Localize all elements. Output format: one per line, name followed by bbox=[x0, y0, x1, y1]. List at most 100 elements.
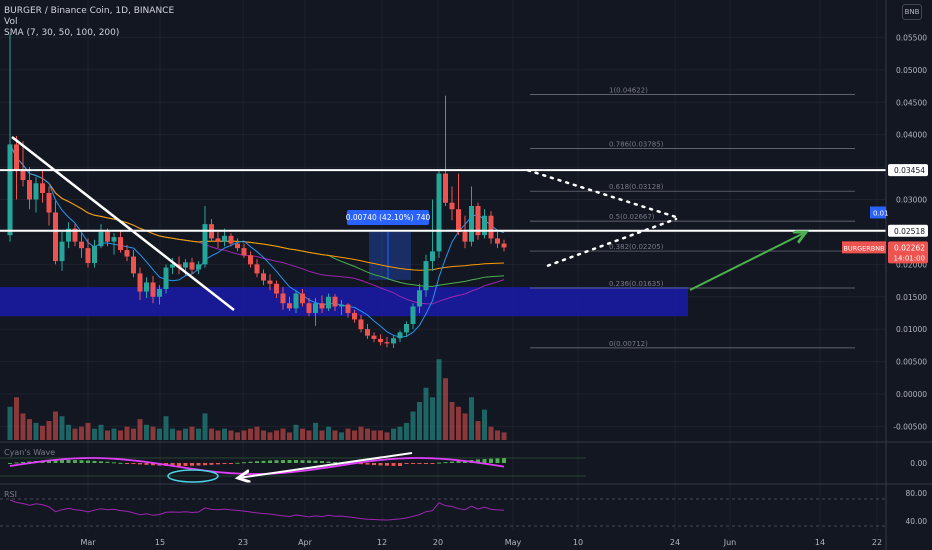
wave-bar bbox=[482, 459, 487, 463]
axes: 0.055000.050000.045000.040000.035000.030… bbox=[80, 0, 928, 550]
candle-body bbox=[118, 237, 123, 251]
wave-bar bbox=[372, 463, 376, 466]
candle-body bbox=[326, 296, 331, 309]
volume-bar bbox=[501, 432, 507, 440]
triangle-upper bbox=[526, 169, 678, 219]
wave-bar bbox=[307, 460, 311, 463]
price-tick: 0.04500 bbox=[896, 98, 927, 107]
candle-body bbox=[105, 231, 110, 242]
drawing-zones: 0.00740 (42.10%) 740 bbox=[0, 210, 688, 317]
fib-label: 0.5(0.02667) bbox=[609, 213, 655, 221]
volume-bar bbox=[183, 428, 188, 440]
indicator-panels: Cyan's Wave RSI bbox=[0, 441, 932, 527]
wave-bar bbox=[404, 463, 409, 464]
volume-bar bbox=[261, 430, 266, 440]
volume-bar bbox=[462, 413, 468, 440]
candle-body bbox=[254, 264, 260, 274]
candle-body bbox=[27, 180, 32, 200]
sma-line bbox=[9, 144, 505, 271]
candle-body bbox=[235, 243, 240, 249]
volume-bar bbox=[326, 426, 331, 440]
wave-line bbox=[9, 457, 505, 475]
volume-bar bbox=[163, 416, 169, 440]
trend-drawings bbox=[0, 136, 886, 311]
candle-body bbox=[72, 228, 78, 242]
volume-bar bbox=[300, 428, 305, 440]
wave-bar bbox=[53, 460, 58, 463]
candle-body bbox=[59, 241, 65, 262]
candle-body bbox=[170, 264, 175, 268]
candle-body bbox=[131, 256, 136, 274]
wave-bar bbox=[99, 461, 103, 463]
fibonacci-levels: 1(0.04622) 0.786(0.03785) 0.618(0.03128) 0.… bbox=[530, 86, 855, 349]
price-tick: 0.00500 bbox=[896, 358, 927, 367]
candle-body bbox=[352, 312, 357, 320]
triangle-lower bbox=[546, 217, 678, 267]
candle-body bbox=[144, 282, 149, 292]
volume-bar bbox=[267, 432, 273, 440]
volume-bar bbox=[397, 426, 403, 440]
volume-bar bbox=[209, 428, 214, 440]
wave-bar bbox=[177, 463, 181, 466]
candle-body bbox=[319, 303, 325, 309]
candle-body bbox=[488, 215, 494, 239]
volume-bar bbox=[170, 428, 175, 440]
wave-bar bbox=[190, 463, 194, 466]
candle-body bbox=[404, 323, 409, 333]
volume-bar bbox=[150, 426, 156, 440]
wave-bar bbox=[287, 460, 292, 463]
volume-bar bbox=[293, 424, 299, 440]
candle-body bbox=[462, 231, 468, 242]
fib-label: 0.236(0.01635) bbox=[609, 280, 664, 288]
candle-body bbox=[20, 170, 26, 181]
candle-body bbox=[443, 173, 448, 203]
candle-body bbox=[228, 235, 234, 244]
volume-bar bbox=[85, 422, 91, 440]
current-price-tag bbox=[888, 241, 928, 264]
level-price-label: 0.03454 bbox=[894, 166, 925, 175]
demand-zone bbox=[0, 287, 688, 317]
wave-bar bbox=[21, 461, 25, 463]
volume-bar bbox=[124, 426, 130, 440]
candle-body bbox=[449, 202, 455, 210]
candle-body bbox=[92, 246, 97, 264]
rsi-tick: 40.00 bbox=[906, 517, 928, 526]
wave-bar bbox=[281, 460, 285, 463]
volume-bar bbox=[79, 426, 84, 440]
wave-bar bbox=[320, 461, 324, 463]
price-tick: 0.03000 bbox=[896, 196, 927, 205]
wave-label: Cyan's Wave bbox=[4, 448, 55, 457]
wave-bar bbox=[398, 463, 402, 466]
volume-bar bbox=[449, 402, 455, 440]
price-tick: 0.00000 bbox=[896, 390, 927, 399]
wave-bar bbox=[73, 460, 77, 463]
volume-bar bbox=[384, 432, 390, 440]
volume-bar bbox=[417, 402, 422, 440]
currency-button[interactable]: BNB bbox=[902, 4, 922, 20]
wave-bar bbox=[411, 463, 415, 464]
rsi-label: RSI bbox=[4, 490, 17, 499]
wave-bar bbox=[274, 460, 279, 463]
volume-bar bbox=[202, 413, 208, 440]
candle-body bbox=[7, 144, 13, 236]
symbol-line: BURGER / Binance Coin, 1D, BINANCE bbox=[4, 6, 175, 16]
volume-bar bbox=[488, 426, 494, 440]
wave-bar bbox=[385, 463, 389, 466]
rsi-tick: 80.00 bbox=[906, 489, 928, 498]
price-tick: -0.00500 bbox=[893, 422, 927, 431]
volume-bar bbox=[235, 432, 240, 440]
volume-bar bbox=[319, 430, 325, 440]
wave-bar bbox=[112, 462, 116, 464]
volume-bar bbox=[7, 406, 13, 440]
candle-body bbox=[293, 293, 299, 309]
volume-bar bbox=[371, 430, 377, 440]
candle-body bbox=[215, 238, 221, 242]
volume-bar bbox=[443, 378, 448, 440]
downtrend-line bbox=[11, 136, 235, 311]
volume-bar bbox=[176, 430, 182, 440]
wave-bar bbox=[476, 459, 480, 463]
volume-bar bbox=[287, 432, 292, 440]
candle-body bbox=[40, 183, 45, 194]
candle-body bbox=[241, 248, 247, 256]
volume-bar bbox=[365, 428, 370, 440]
